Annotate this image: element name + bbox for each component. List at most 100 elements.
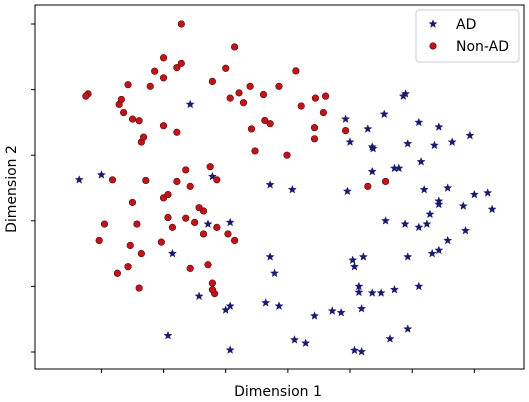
point-ad-15 xyxy=(274,301,284,310)
point-ad-55 xyxy=(403,252,413,261)
point-non-ad-67 xyxy=(137,250,145,258)
point-non-ad-55 xyxy=(199,230,208,238)
point-ad-0 xyxy=(74,175,84,184)
point-ad-31 xyxy=(416,157,426,166)
point-non-ad-29 xyxy=(310,135,319,143)
point-non-ad-38 xyxy=(139,133,148,141)
point-ad-30 xyxy=(403,138,413,148)
point-ad-10 xyxy=(270,268,280,278)
point-ad-63 xyxy=(389,284,399,294)
point-non-ad-40 xyxy=(142,176,150,185)
point-non-ad-1 xyxy=(159,54,168,62)
point-non-ad-35 xyxy=(128,115,137,123)
point-ad-56 xyxy=(427,248,437,258)
point-ad-22 xyxy=(341,114,351,123)
point-ad-26 xyxy=(401,89,411,98)
point-non-ad-51 xyxy=(168,223,177,231)
point-ad-9 xyxy=(265,252,275,261)
point-ad-48 xyxy=(434,196,444,205)
point-ad-18 xyxy=(301,338,311,347)
point-ad-59 xyxy=(358,252,368,261)
point-ad-45 xyxy=(458,201,468,210)
point-non-ad-70 xyxy=(186,264,194,272)
point-ad-54 xyxy=(443,235,453,245)
point-ad-5 xyxy=(287,184,297,194)
legend-box xyxy=(415,9,520,63)
point-non-ad-47 xyxy=(213,176,221,184)
point-ad-50 xyxy=(460,225,470,235)
point-ad-13 xyxy=(221,305,231,314)
point-ad-41 xyxy=(465,130,475,140)
point-non-ad-57 xyxy=(224,230,232,238)
point-non-ad-28 xyxy=(342,127,350,135)
point-non-ad-19 xyxy=(319,108,328,117)
point-non-ad-43 xyxy=(173,177,181,186)
point-ad-51 xyxy=(414,222,424,232)
point-non-ad-31 xyxy=(173,128,181,136)
legend-label-non-ad: Non-AD xyxy=(456,39,509,55)
point-ad-8 xyxy=(167,248,177,258)
point-non-ad-75 xyxy=(364,182,372,190)
point-ad-35 xyxy=(342,186,352,196)
point-ad-40 xyxy=(447,137,457,146)
point-ad-44 xyxy=(487,204,497,214)
point-non-ad-59 xyxy=(128,198,137,207)
point-non-ad-71 xyxy=(208,286,216,294)
point-ad-34 xyxy=(368,143,378,153)
point-non-ad-63 xyxy=(126,241,134,249)
point-ad-57 xyxy=(422,219,432,228)
point-ad-36 xyxy=(345,137,355,146)
point-ad-73 xyxy=(310,311,320,320)
point-non-ad-32 xyxy=(119,108,128,117)
point-non-ad-7 xyxy=(177,59,185,67)
point-non-ad-23 xyxy=(266,120,274,128)
point-non-ad-6 xyxy=(146,82,154,90)
point-non-ad-11 xyxy=(235,89,243,97)
point-ad-43 xyxy=(483,188,493,197)
point-non-ad-5 xyxy=(124,81,132,89)
point-ad-72 xyxy=(357,346,367,356)
point-ad-4 xyxy=(265,179,275,189)
point-non-ad-3 xyxy=(151,67,159,75)
point-ad-28 xyxy=(434,122,444,131)
point-non-ad-21 xyxy=(247,125,256,133)
point-non-ad-17 xyxy=(292,67,300,75)
point-ad-3 xyxy=(207,171,217,181)
point-ad-46 xyxy=(443,183,453,192)
point-ad-38 xyxy=(389,163,399,173)
point-non-ad-14 xyxy=(259,90,268,99)
point-non-ad-20 xyxy=(239,99,248,107)
point-ad-27 xyxy=(414,117,424,127)
point-non-ad-74 xyxy=(82,92,90,100)
point-ad-69 xyxy=(403,324,413,333)
data-points xyxy=(74,20,497,356)
point-ad-14 xyxy=(261,298,271,307)
point-ad-49 xyxy=(425,209,435,219)
x-axis-label: Dimension 1 xyxy=(234,384,322,400)
point-ad-21 xyxy=(163,330,173,340)
point-ad-53 xyxy=(381,216,391,225)
point-ad-68 xyxy=(349,261,359,271)
point-non-ad-12 xyxy=(226,94,234,102)
point-non-ad-16 xyxy=(297,102,305,110)
point-non-ad-4 xyxy=(173,64,181,72)
legend: AD Non-AD xyxy=(415,9,520,63)
point-ad-71 xyxy=(349,345,359,355)
point-non-ad-42 xyxy=(182,166,190,174)
point-non-ad-8 xyxy=(231,43,239,51)
point-non-ad-34 xyxy=(117,95,125,104)
point-non-ad-25 xyxy=(283,151,291,159)
point-ad-60 xyxy=(348,255,358,265)
point-non-ad-13 xyxy=(246,82,254,90)
point-non-ad-76 xyxy=(381,177,390,186)
legend-marker-non-ad xyxy=(429,42,437,50)
point-non-ad-15 xyxy=(275,82,283,90)
point-ad-20 xyxy=(225,345,235,354)
point-ad-39 xyxy=(419,184,429,194)
point-non-ad-49 xyxy=(182,214,190,222)
point-ad-70 xyxy=(385,334,395,343)
point-non-ad-66 xyxy=(124,263,132,271)
point-non-ad-53 xyxy=(164,213,172,222)
point-ad-19 xyxy=(290,335,300,344)
